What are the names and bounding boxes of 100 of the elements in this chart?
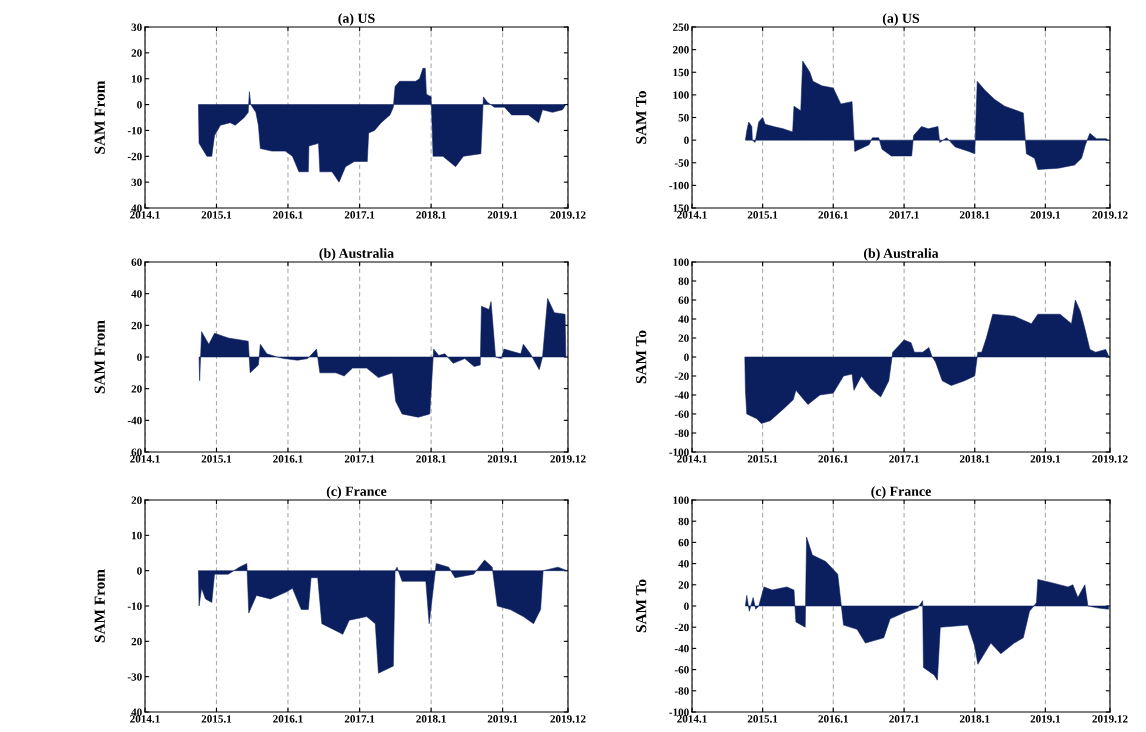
y-axis-title: SAM To [636,579,647,633]
x-tick-label: 2016.1 [818,455,848,463]
y-tick-label: -10 [127,126,142,135]
x-tick-label: 2019.12 [1092,455,1128,463]
y-tick-label: 30 [131,178,142,187]
y-tick-label: 40 [131,708,142,716]
y-tick-label: -20 [674,372,689,380]
x-tick-label: 2015.1 [747,211,778,219]
y-tick-label: 40 [131,204,142,212]
chart-title: (c) France [326,486,387,499]
y-tick-label: 250 [673,23,689,31]
y-tick-label: 20 [131,321,142,330]
x-tick-label: 2014.1 [130,455,160,463]
y-tick-label: -50 [674,159,689,167]
x-tick-label: 2015.1 [201,715,232,723]
x-tick-label: 2019.1 [487,455,518,463]
y-tick-label: 30 [131,23,142,31]
y-tick-label: 100 [673,496,689,504]
x-tick-label: 2019.1 [1030,455,1061,463]
y-tick-label: 150 [673,204,689,212]
x-tick-label: 2017.1 [344,211,375,219]
y-tick-label: 80 [678,517,689,526]
y-tick-label: 20 [131,49,142,57]
y-tick-label: 80 [678,277,689,285]
y-tick-label: -60 [674,666,689,674]
y-tick-label: 100 [673,258,689,266]
y-tick-label: 0 [137,353,142,361]
x-tick-label: 2016.1 [818,715,848,723]
x-tick-label: 2018.1 [416,715,446,723]
x-tick-label: 2019.12 [1092,715,1128,723]
y-tick-label: 20 [678,334,689,342]
y-tick-label: 10 [132,531,142,540]
x-tick-label: 2019.12 [550,715,586,723]
y-tick-label: -60 [674,410,689,418]
chart-title: (b) Australia [863,248,939,261]
y-tick-label: 150 [673,68,689,77]
x-tick-label: 2016.1 [818,211,848,219]
x-tick-label: 2019.1 [1030,715,1061,723]
x-tick-label: 2018.1 [959,211,990,219]
x-tick-label: 2016.1 [273,715,303,723]
x-tick-label: 2016.1 [273,455,303,463]
y-tick-label: -40 [674,644,689,653]
x-tick-label: 2014.1 [677,455,707,463]
y-tick-label: 0 [137,567,142,575]
y-tick-label: 0 [684,602,689,610]
x-tick-label: 2019.1 [487,211,518,219]
x-tick-label: 2015.1 [747,455,778,463]
y-tick-label: -20 [127,152,142,161]
y-tick-label: 100 [673,91,689,99]
x-tick-label: 2015.1 [201,211,232,219]
x-tick-label: 2015.1 [747,715,778,723]
x-tick-label: 2018.1 [959,715,990,723]
y-tick-label: -40 [674,391,689,399]
x-tick-label: 2014.1 [677,715,707,723]
x-tick-label: 2017.1 [889,455,919,463]
y-tick-label: -10 [127,602,142,610]
x-tick-label: 2019.12 [550,455,586,463]
x-tick-label: 2018.1 [416,455,446,463]
x-tick-label: 2014.1 [130,211,160,219]
y-tick-label: 60 [131,258,142,266]
x-tick-label: 2017.1 [889,715,919,723]
y-tick-label: 0 [684,136,689,145]
y-tick-label: 0 [684,353,689,361]
y-tick-label: -100 [669,181,689,190]
y-tick-label: -40 [127,416,142,425]
x-tick-label: 2016.1 [273,211,303,219]
x-tick-label: 2014.1 [677,211,707,219]
y-tick-label: -30 [127,673,142,681]
y-tick-label: -100 [669,708,689,716]
y-axis-title: SAM From [94,569,105,643]
y-tick-label: 200 [673,46,689,54]
chart-title: (a) US [882,13,920,26]
chart-title: (c) France [871,486,931,499]
y-tick-label: 60 [131,448,142,456]
y-axis-title: SAM From [94,80,105,154]
y-tick-label: 10 [132,75,142,83]
x-tick-label: 2019.1 [487,715,518,723]
x-tick-label: 2018.1 [416,211,446,219]
y-tick-label: 0 [137,101,142,109]
x-tick-label: 2014.1 [130,715,160,723]
x-tick-label: 2019.1 [1030,211,1061,219]
y-tick-label: 20 [131,496,142,504]
y-tick-label: 40 [678,560,689,568]
y-tick-label: 20 [131,637,142,646]
x-tick-label: 2017.1 [344,715,375,723]
y-tick-label: -80 [674,687,689,695]
y-axis-title: SAM To [636,330,647,384]
x-tick-label: 2017.1 [889,211,919,219]
x-tick-label: 2019.12 [550,211,586,219]
y-tick-label: 40 [131,290,142,298]
x-tick-label: 2019.12 [1092,211,1128,219]
y-tick-label: -100 [669,448,689,456]
chart-title: (a) US [338,13,375,26]
y-tick-label: 40 [678,315,689,323]
y-tick-label: 50 [678,113,689,122]
chart-title: (b) Australia [319,248,394,261]
y-axis-title: SAM To [636,91,647,144]
y-tick-label: 20 [678,581,689,589]
y-tick-label: 60 [678,538,689,547]
y-tick-label: 60 [678,296,689,304]
